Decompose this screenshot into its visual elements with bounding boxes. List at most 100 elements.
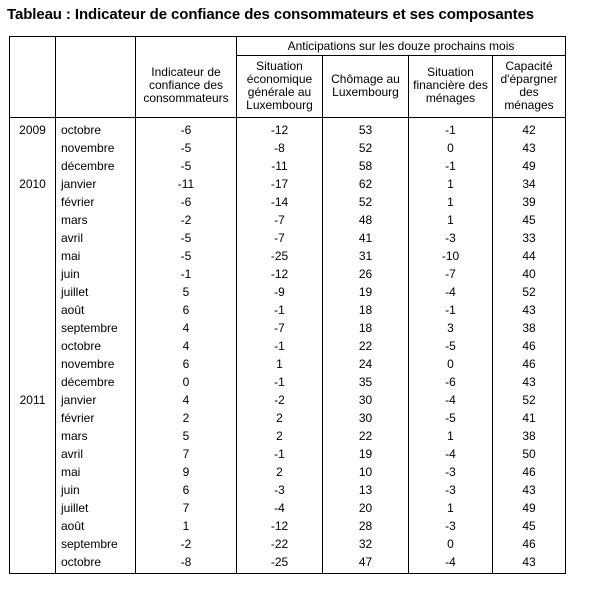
value-cell: -22 <box>236 534 323 553</box>
value-cell: 26 <box>322 264 409 283</box>
value-cell: 3 <box>408 318 493 337</box>
value-cell: 10 <box>322 462 409 481</box>
value-cell: 45 <box>492 516 566 535</box>
table-row: septembre 4 -7 18 3 38 <box>9 318 566 337</box>
value-cell: 0 <box>408 354 493 373</box>
value-cell: 22 <box>322 426 409 445</box>
value-cell: 2 <box>236 426 323 445</box>
year-cell <box>9 426 56 445</box>
value-cell: -1 <box>408 156 493 175</box>
value-cell: -8 <box>135 552 237 574</box>
table-row: février -6 -14 52 1 39 <box>9 192 566 211</box>
value-cell: 46 <box>492 534 566 553</box>
year-cell: 2009 <box>9 117 56 139</box>
month-cell: novembre <box>55 138 136 157</box>
value-cell: -1 <box>236 336 323 355</box>
table-row: juillet 5 -9 19 -4 52 <box>9 282 566 301</box>
year-cell <box>9 192 56 211</box>
table-row: mars 5 2 22 1 38 <box>9 426 566 445</box>
header-col-situation-economique: Situation économique générale au Luxembo… <box>236 55 323 118</box>
header-col-capacite-epargner: Capacité d'épargner des ménages <box>492 55 566 118</box>
value-cell: 58 <box>322 156 409 175</box>
year-cell <box>9 246 56 265</box>
value-cell: 45 <box>492 210 566 229</box>
month-cell: mai <box>55 462 136 481</box>
month-cell: mai <box>55 246 136 265</box>
header-year-cell-lower <box>9 55 56 118</box>
year-cell: 2010 <box>9 174 56 193</box>
year-cell <box>9 516 56 535</box>
value-cell: -4 <box>408 552 493 574</box>
year-cell <box>9 480 56 499</box>
table-row: décembre 0 -1 35 -6 43 <box>9 372 566 391</box>
value-cell: 43 <box>492 552 566 574</box>
month-cell: janvier <box>55 174 136 193</box>
month-cell: août <box>55 300 136 319</box>
value-cell: 46 <box>492 354 566 373</box>
table-row: décembre -5 -11 58 -1 49 <box>9 156 566 175</box>
table-row: 2011 janvier 4 -2 30 -4 52 <box>9 390 566 409</box>
month-cell: octobre <box>55 552 136 574</box>
value-cell: 1 <box>408 498 493 517</box>
value-cell: -3 <box>408 480 493 499</box>
value-cell: 43 <box>492 300 566 319</box>
value-cell: -5 <box>135 246 237 265</box>
table-row: septembre -2 -22 32 0 46 <box>9 534 566 553</box>
value-cell: -4 <box>408 282 493 301</box>
value-cell: -1 <box>236 372 323 391</box>
year-cell <box>9 372 56 391</box>
value-cell: -11 <box>135 174 237 193</box>
month-cell: mars <box>55 210 136 229</box>
value-cell: 38 <box>492 318 566 337</box>
value-cell: -10 <box>408 246 493 265</box>
data-table: Anticipations sur les douze prochains mo… <box>9 36 566 574</box>
value-cell: 0 <box>408 534 493 553</box>
year-cell <box>9 264 56 283</box>
table-row: 2009 octobre -6 -12 53 -1 42 <box>9 117 566 139</box>
value-cell: -12 <box>236 264 323 283</box>
value-cell: 5 <box>135 426 237 445</box>
value-cell: 47 <box>322 552 409 574</box>
value-cell: 7 <box>135 498 237 517</box>
year-cell <box>9 534 56 553</box>
value-cell: 48 <box>322 210 409 229</box>
value-cell: 42 <box>492 117 566 139</box>
value-cell: 1 <box>408 174 493 193</box>
value-cell: -6 <box>135 192 237 211</box>
month-cell: juillet <box>55 498 136 517</box>
value-cell: 32 <box>322 534 409 553</box>
year-cell <box>9 552 56 574</box>
value-cell: -4 <box>408 444 493 463</box>
table-row: août 6 -1 18 -1 43 <box>9 300 566 319</box>
header-col-chomage: Chômage au Luxembourg <box>322 55 409 118</box>
value-cell: 33 <box>492 228 566 247</box>
value-cell: 30 <box>322 408 409 427</box>
value-cell: -1 <box>408 117 493 139</box>
value-cell: -5 <box>135 228 237 247</box>
value-cell: 35 <box>322 372 409 391</box>
value-cell: 41 <box>492 408 566 427</box>
value-cell: -25 <box>236 552 323 574</box>
value-cell: 24 <box>322 354 409 373</box>
value-cell: 6 <box>135 354 237 373</box>
table-row: novembre -5 -8 52 0 43 <box>9 138 566 157</box>
value-cell: 6 <box>135 300 237 319</box>
value-cell: 49 <box>492 498 566 517</box>
header-year-cell <box>9 36 56 55</box>
value-cell: 52 <box>492 282 566 301</box>
value-cell: 4 <box>135 336 237 355</box>
value-cell: 1 <box>236 354 323 373</box>
value-cell: 40 <box>492 264 566 283</box>
value-cell: 5 <box>135 282 237 301</box>
table-row: juin -1 -12 26 -7 40 <box>9 264 566 283</box>
value-cell: -8 <box>236 138 323 157</box>
value-cell: -4 <box>236 498 323 517</box>
value-cell: 18 <box>322 318 409 337</box>
month-cell: septembre <box>55 534 136 553</box>
header-month-cell-lower <box>55 55 136 118</box>
value-cell: 28 <box>322 516 409 535</box>
year-cell <box>9 498 56 517</box>
value-cell: 43 <box>492 372 566 391</box>
month-cell: décembre <box>55 372 136 391</box>
value-cell: 44 <box>492 246 566 265</box>
